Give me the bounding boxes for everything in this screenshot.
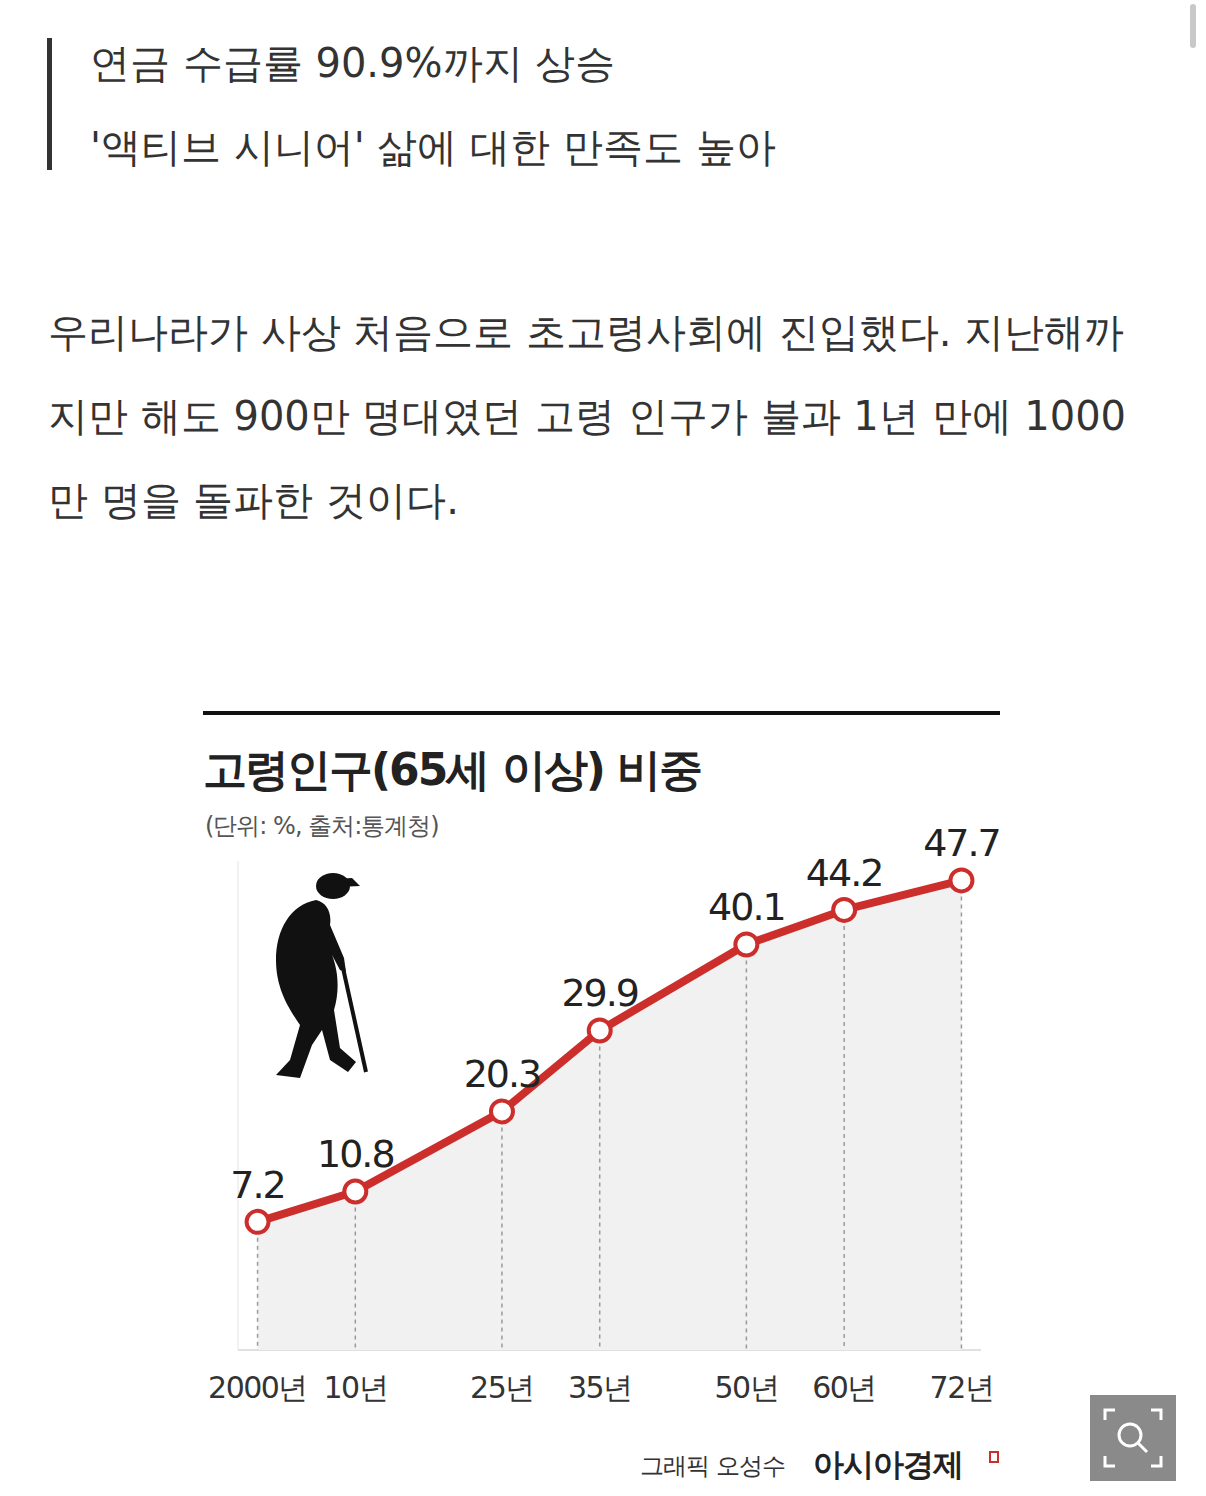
marker: [950, 869, 972, 891]
x-tick-label: 50년: [715, 1370, 779, 1405]
data-label: 29.9: [561, 971, 638, 1015]
line: [258, 880, 962, 1221]
zoom-bg[interactable]: [1090, 1395, 1176, 1481]
marker: [833, 899, 855, 921]
x-tick-label: 72년: [930, 1370, 994, 1405]
x-tick-label: 35년: [568, 1370, 632, 1405]
logo-mark: [990, 1452, 998, 1462]
credit: 그래픽 오성수: [640, 1452, 785, 1480]
plot-area: [247, 869, 973, 1350]
scrollbar: [1190, 4, 1196, 48]
grid-line: [355, 1191, 357, 1350]
marker: [491, 1100, 513, 1122]
area: [258, 880, 962, 1350]
zoom-handle: [1138, 1443, 1147, 1452]
chart: 고령인구(65세 이상) 비중 (단위: %, 출처:통계청) 7.2 10.8 20.…: [0, 0, 1206, 1496]
grid-line: [961, 880, 963, 1350]
marker: [247, 1211, 269, 1233]
data-label: 47.7: [923, 821, 1000, 865]
data-label: 10.8: [317, 1132, 394, 1176]
marker: [735, 933, 757, 955]
x-tick-label: 2000년: [208, 1370, 307, 1405]
subheading: 연금 수급률 90.9%까지 상승: [90, 36, 615, 91]
data-label: 20.3: [464, 1052, 541, 1096]
subheading: '액티브 시니어' 삶에 대한 만족도 높아: [90, 120, 776, 175]
marker: [344, 1180, 366, 1202]
body-text: 우리나라가 사상 처음으로 초고령사회에 진입했다. 지난해까지만 해도 900…: [48, 290, 1158, 542]
icon-cane: [343, 968, 366, 1072]
data-label: 7.2: [230, 1163, 284, 1207]
x-tick-label: 25년: [470, 1370, 534, 1405]
quote-bar: [47, 38, 52, 170]
grid-line: [746, 944, 748, 1350]
marker: [589, 1019, 611, 1041]
icon-cap: [318, 878, 360, 888]
data-label: 40.1: [708, 885, 785, 929]
elderly-icon: [276, 873, 366, 1078]
grid-line: [843, 910, 845, 1350]
grid-line: [257, 1222, 259, 1350]
publisher: 아시아경제: [813, 1446, 963, 1482]
grid-line: [599, 1030, 601, 1350]
grid-line: [501, 1111, 503, 1350]
subtitle: (단위: %, 출처:통계청): [205, 812, 439, 840]
zoom-button[interactable]: [1090, 1395, 1176, 1481]
x-tick-label: 60년: [812, 1370, 876, 1405]
page: 연금 수급률 90.9%까지 상승 '액티브 시니어' 삶에 대한 만족도 높아우…: [0, 0, 1206, 1496]
data-label: 44.2: [806, 851, 883, 895]
x-tick-label: 10년: [323, 1370, 387, 1405]
zoom-corners: [1105, 1410, 1161, 1466]
title: 고령인구(65세 이상) 비중: [203, 744, 701, 795]
zoom-lens: [1119, 1424, 1141, 1446]
y-axis-line: [238, 861, 239, 1350]
title-rule: [203, 711, 1000, 715]
icon-body: [276, 900, 356, 1078]
